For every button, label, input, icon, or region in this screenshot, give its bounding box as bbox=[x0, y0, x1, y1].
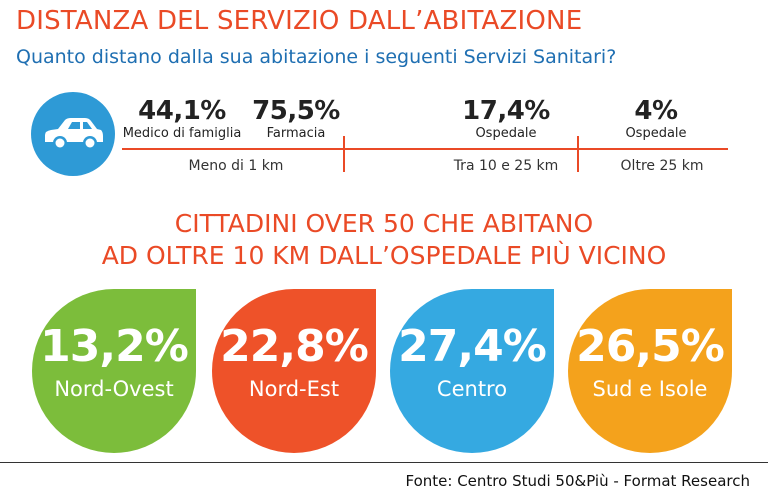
region-drop-sud-isole: 26,5% Sud e Isole bbox=[568, 289, 732, 453]
footer-divider bbox=[0, 462, 768, 463]
region-value-nord-ovest: 13,2% bbox=[40, 321, 189, 372]
stat-label-farmacia: Farmacia bbox=[266, 126, 326, 141]
region-value-sud-isole: 26,5% bbox=[576, 321, 725, 372]
range-label-10-25km: Tra 10 e 25 km bbox=[453, 158, 559, 174]
stat-value-farmacia: 75,5% bbox=[252, 96, 340, 126]
stat-value-ospedale-10-25: 17,4% bbox=[462, 96, 550, 126]
car-icon bbox=[45, 118, 103, 150]
region-drop-nord-est: 22,8% Nord-Est bbox=[212, 289, 376, 453]
stat-label-medico: Medico di famiglia bbox=[122, 126, 242, 141]
stat-value-medico: 44,1% bbox=[138, 96, 226, 126]
region-label-nord-est: Nord-Est bbox=[248, 377, 340, 401]
stat-value-ospedale-oltre-25: 4% bbox=[634, 96, 678, 126]
region-label-sud-isole: Sud e Isole bbox=[592, 377, 708, 401]
source-note: Fonte: Centro Studi 50&Più - Format Rese… bbox=[405, 472, 750, 490]
region-value-centro: 27,4% bbox=[398, 321, 547, 372]
region-drop-centro: 27,4% Centro bbox=[390, 289, 554, 453]
car-badge bbox=[31, 92, 115, 176]
region-drop-nord-ovest: 13,2% Nord-Ovest bbox=[32, 289, 196, 453]
stat-label-ospedale-oltre-25: Ospedale bbox=[625, 126, 687, 141]
distance-axis bbox=[122, 136, 728, 172]
regions-heading-line1: CITTADINI OVER 50 CHE ABITANO bbox=[174, 209, 594, 238]
range-label-meno-1km: Meno di 1 km bbox=[188, 158, 284, 174]
region-label-nord-ovest: Nord-Ovest bbox=[54, 377, 174, 401]
page-title: DISTANZA DEL SERVIZIO DALL’ABITAZIONE bbox=[16, 6, 583, 36]
regions-heading-line2: AD OLTRE 10 KM DALL’OSPEDALE PIÙ VICINO bbox=[101, 241, 667, 270]
region-value-nord-est: 22,8% bbox=[220, 321, 369, 372]
region-label-centro: Centro bbox=[436, 377, 508, 401]
range-label-oltre-25km: Oltre 25 km bbox=[620, 158, 704, 174]
page-subtitle: Quanto distano dalla sua abitazione i se… bbox=[16, 46, 617, 68]
stat-label-ospedale-10-25: Ospedale bbox=[475, 126, 537, 141]
